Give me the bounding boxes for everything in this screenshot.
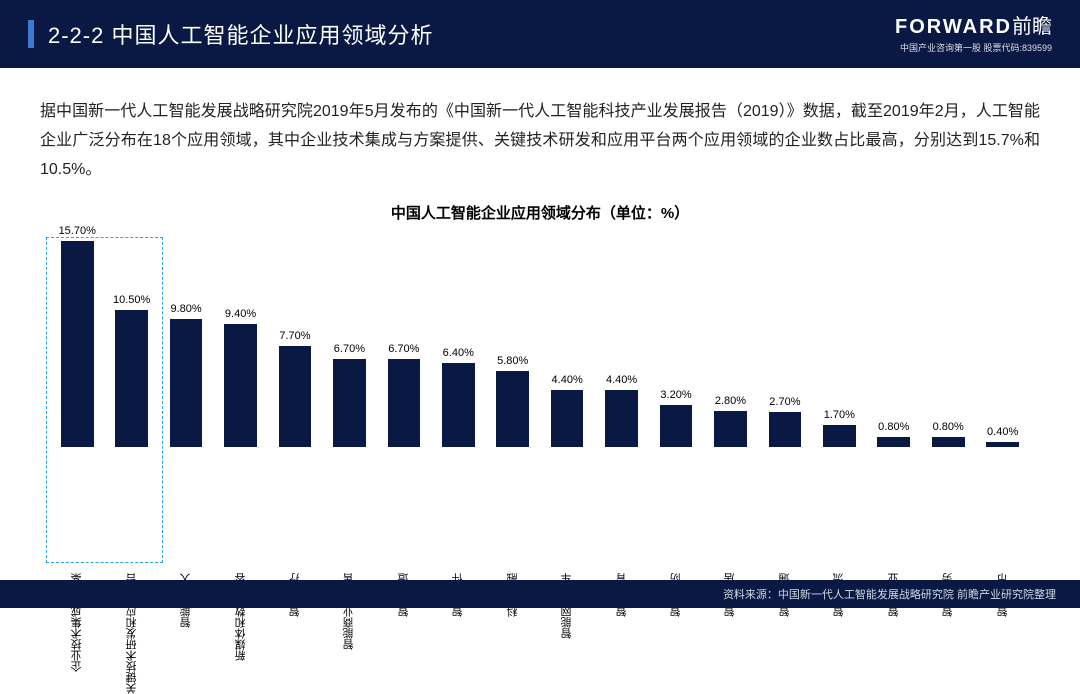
bar (115, 310, 148, 448)
bar-col: 3.20%智能安防 (649, 389, 703, 567)
bar-value-label: 7.70% (279, 330, 310, 342)
slide: 2-2-2 中国人工智能企业应用领域分析 FORWARD前瞻 中国产业咨询第一股… (0, 0, 1080, 608)
slide-header: 2-2-2 中国人工智能企业应用领域分析 FORWARD前瞻 中国产业咨询第一股… (0, 0, 1080, 68)
brand-en: FORWARD (895, 16, 1012, 38)
bar (388, 359, 421, 447)
bar-value-label: 5.80% (497, 355, 528, 367)
bar-value-label: 6.70% (334, 343, 365, 355)
bar-col: 6.70%智能商业和零售 (322, 343, 376, 567)
bar-value-label: 15.70% (59, 225, 96, 237)
bar-col: 6.40%智能硬件 (431, 347, 485, 567)
bar-value-label: 9.80% (170, 303, 201, 315)
bar (660, 405, 693, 447)
bar-col: 4.40%智能教育 (594, 374, 648, 568)
brand-logo: FORWARD前瞻 (895, 10, 1052, 39)
bar (877, 437, 910, 448)
bar-value-label: 2.80% (715, 395, 746, 407)
bar-col: 6.70%智能制造 (377, 343, 431, 567)
bar-value-label: 2.70% (769, 396, 800, 408)
bar-value-label: 6.40% (443, 347, 474, 359)
slide-footer: 资料来源：中国新一代人工智能发展战略研究院 前瞻产业研究院整理 (0, 580, 1080, 608)
bar-col: 10.50%关键技术研发和应用平台 (104, 294, 158, 568)
bar (61, 241, 94, 447)
bar-value-label: 4.40% (552, 374, 583, 386)
bar-chart: 15.70%企业技术集成与方案10.50%关键技术研发和应用平台9.80%智能机… (40, 237, 1040, 567)
brand-cn: 前瞻 (1012, 16, 1052, 38)
bar (605, 390, 638, 448)
bar-col: 0.80%智能政务 (921, 421, 975, 568)
bar-value-label: 1.70% (824, 409, 855, 421)
bar (170, 319, 203, 448)
bar-col: 5.80%科技金融 (486, 355, 540, 567)
bar-col: 7.70%智能医疗 (268, 330, 322, 567)
slide-body: 据中国新一代人工智能发展战略研究院2019年5月发布的《中国新一代人工智能科技产… (0, 68, 1080, 567)
bar-value-label: 9.40% (225, 308, 256, 320)
bar-col: 2.70%智能交通 (758, 396, 812, 567)
chart-title: 中国人工智能企业应用领域分布（单位：%） (40, 202, 1040, 223)
title-text: 中国人工智能企业应用领域分析 (111, 23, 433, 48)
bar-col: 15.70%企业技术集成与方案 (50, 225, 104, 567)
bar-col: 4.40%智能网联汽车 (540, 374, 594, 568)
bar (932, 437, 965, 448)
bar-value-label: 10.50% (113, 294, 150, 306)
bar-value-label: 0.80% (878, 421, 909, 433)
bar-value-label: 6.70% (388, 343, 419, 355)
bar-col: 0.80%智能农业 (867, 421, 921, 568)
bar (823, 425, 856, 447)
brand-subtitle: 中国产业咨询第一股 股票代码:839599 (895, 41, 1052, 54)
bar (279, 346, 312, 447)
bar (496, 371, 529, 447)
bar-value-label: 4.40% (606, 374, 637, 386)
bar (714, 411, 747, 448)
header-accent-bar (28, 20, 34, 48)
header-title: 2-2-2 中国人工智能企业应用领域分析 (48, 18, 434, 50)
bar-value-label: 0.80% (933, 421, 964, 433)
bar-col: 2.80%智能家居 (703, 395, 757, 568)
bar (551, 390, 584, 448)
bar-col: 0.40%智慧城市 (975, 426, 1029, 567)
intro-paragraph: 据中国新一代人工智能发展战略研究院2019年5月发布的《中国新一代人工智能科技产… (40, 98, 1040, 184)
bar (333, 359, 366, 447)
chart-area: 15.70%企业技术集成与方案10.50%关键技术研发和应用平台9.80%智能机… (40, 237, 1040, 567)
bar-col: 1.70%智能物流 (812, 409, 866, 567)
bar-value-label: 0.40% (987, 426, 1018, 438)
bar (986, 442, 1019, 447)
source-text: 资料来源：中国新一代人工智能发展战略研究院 前瞻产业研究院整理 (723, 586, 1056, 602)
brand-block: FORWARD前瞻 中国产业咨询第一股 股票代码:839599 (895, 10, 1052, 54)
bar-col: 9.40%新媒体和数字内容 (213, 308, 267, 567)
bar-value-label: 3.20% (660, 389, 691, 401)
bar (769, 412, 802, 447)
section-number: 2-2-2 (48, 23, 104, 48)
bar-col: 9.80%智能机器人 (159, 303, 213, 568)
bar (224, 324, 257, 447)
bar (442, 363, 475, 447)
